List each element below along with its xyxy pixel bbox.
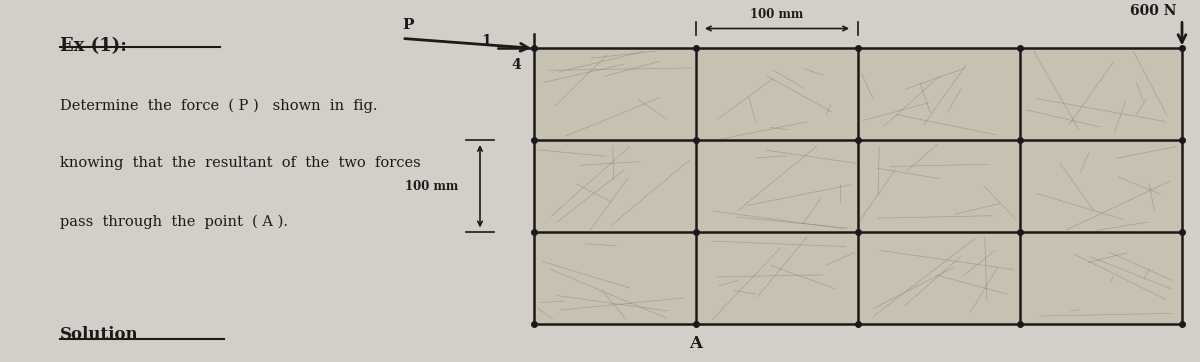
Text: knowing  that  the  resultant  of  the  two  forces: knowing that the resultant of the two fo…	[60, 156, 421, 171]
Text: pass  through  the  point  ( A ).: pass through the point ( A ).	[60, 214, 288, 228]
Bar	[534, 232, 696, 324]
Bar	[858, 232, 1020, 324]
Bar	[696, 232, 858, 324]
Bar	[534, 49, 696, 140]
Text: 100 mm: 100 mm	[406, 180, 458, 193]
Bar	[1020, 49, 1182, 140]
Bar	[696, 49, 858, 140]
Bar	[858, 140, 1020, 232]
Bar	[1020, 232, 1182, 324]
Text: Determine  the  force  ( P )   shown  in  fig.: Determine the force ( P ) shown in fig.	[60, 99, 378, 113]
Text: 4: 4	[511, 58, 521, 72]
Text: 1: 1	[481, 34, 491, 48]
Bar	[534, 140, 696, 232]
Bar	[1020, 140, 1182, 232]
Text: A: A	[690, 335, 702, 352]
Text: P: P	[402, 18, 414, 32]
Text: Ex (1):: Ex (1):	[60, 38, 127, 55]
Bar	[696, 140, 858, 232]
Text: Solution: Solution	[60, 326, 139, 343]
Text: 100 mm: 100 mm	[750, 8, 804, 21]
Bar	[858, 49, 1020, 140]
Text: 600 N: 600 N	[1129, 4, 1176, 18]
